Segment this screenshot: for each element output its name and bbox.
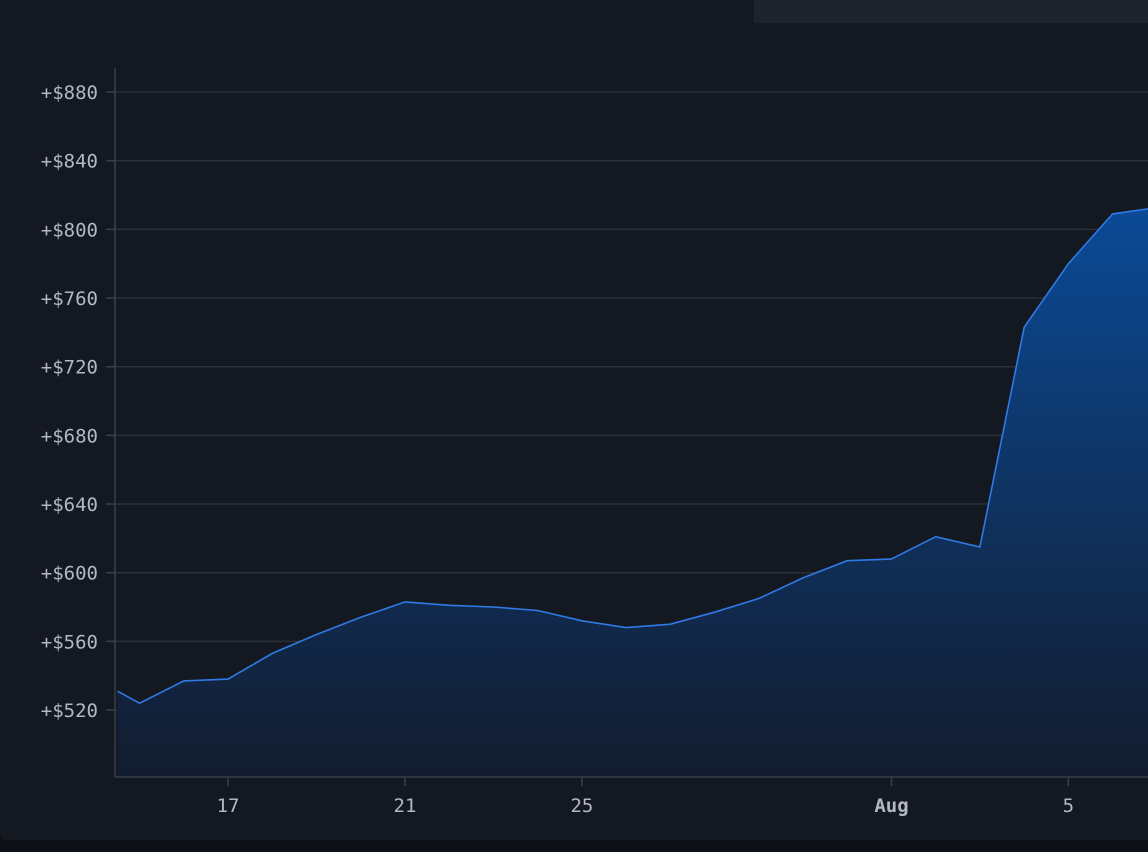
y-tick-label: +$880 [41,82,98,104]
y-tick-label: +$800 [41,219,98,241]
y-tick-label: +$640 [41,494,98,516]
y-tick-label: +$600 [41,563,98,585]
x-tick-label: 21 [394,795,417,817]
series-area-fill [117,208,1148,778]
x-tick-label: 5 [1063,795,1074,817]
y-tick-label: +$560 [41,631,98,653]
y-tick-label: +$720 [41,357,98,379]
x-tick-label: Aug [874,795,908,817]
x-axis-tick-labels: 17 21 25 Aug 5 [217,795,1074,817]
toolbar-strip [754,0,1148,23]
x-tick-label: 17 [217,795,240,817]
y-axis-tick-labels: +$520 +$560 +$600 +$640 +$680 +$720 +$760 +$800… [41,82,98,722]
y-tick-label: +$520 [41,700,98,722]
y-tick-label: +$840 [41,151,98,173]
y-tick-label: +$760 [41,288,98,310]
x-tick-label: 25 [570,795,593,817]
x-axis-ticks [227,777,1070,786]
y-tick-label: +$680 [41,425,98,447]
series-line [117,208,1148,705]
